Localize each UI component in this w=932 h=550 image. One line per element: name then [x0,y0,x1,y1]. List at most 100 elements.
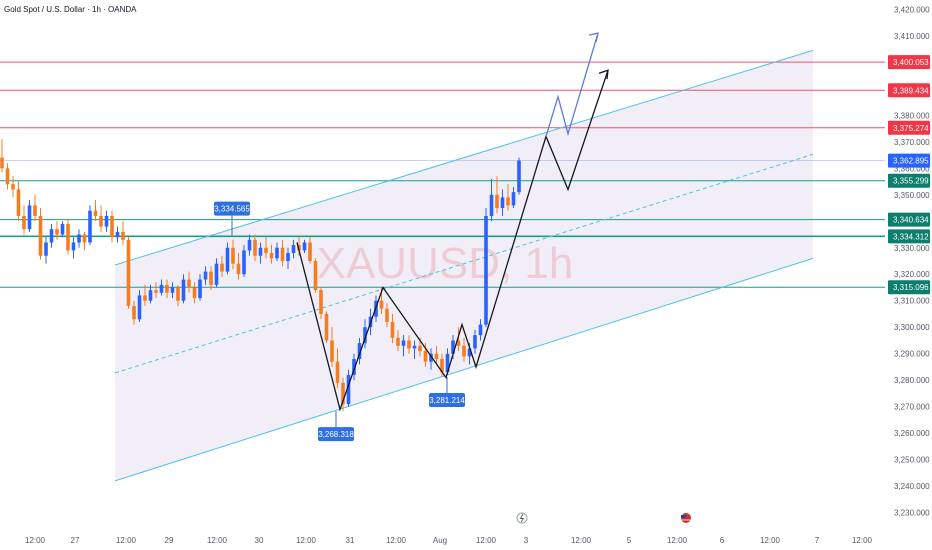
us-flag-icon-canton [681,515,686,518]
candle [456,327,461,352]
candle-body [357,343,362,360]
callout-box [429,393,465,408]
time-tick-label: 12:00 [25,536,46,545]
price-tick-label: 3,360.000 [894,164,930,173]
candle-body [225,247,230,272]
time-axis[interactable]: 12:00 27 12:00 29 12:00 30 12:00 31 12:00 Aug 12:0… [0,529,885,550]
price-callout: 3,281.214 [429,377,465,408]
candle-body [247,239,252,251]
candle-body [484,215,488,325]
price-badge-box [888,212,930,227]
candle [88,205,92,246]
candle-body [198,279,202,299]
price-tick-label: 3,420.000 [894,5,930,14]
candle-body [379,300,384,309]
candle-body [346,374,351,405]
candle [484,208,488,328]
price-badge-box [888,83,930,98]
candle [363,319,367,349]
price-badge-label: 3,375.274 [893,124,929,133]
candle [440,353,444,378]
price-tick-label: 3,280.000 [894,376,930,385]
candle [291,239,296,259]
candle-body [99,215,103,227]
candle-body [38,215,43,256]
time-tick-label: 12:00 [207,536,228,545]
candle [44,237,48,264]
candle [143,284,147,307]
candle [71,237,76,259]
candle-body [253,239,257,256]
candle-body [16,189,21,216]
candles-layer[interactable] [0,139,521,412]
price-tick-label: 3,250.000 [894,456,930,465]
candle-body [181,279,186,301]
candle [269,245,274,264]
price-tick-label: 3,410.000 [894,32,930,41]
candle-body [236,263,241,275]
candle [495,176,499,214]
candle [396,329,400,352]
candle-body [137,295,142,320]
price-tick-label: 3,350.000 [894,191,930,200]
candle-body [385,308,389,322]
candle [385,303,389,328]
candle [242,245,246,277]
candle-body [231,247,235,264]
candle-body [203,271,208,280]
candle-body [308,242,312,261]
candle [423,343,428,367]
candle [500,189,505,216]
time-axis-bg [0,529,885,550]
time-tick-label: 3 [524,536,529,545]
candle-body [88,210,92,243]
candle [225,242,230,275]
candle [517,157,521,195]
channel-mid-dashed-line [114,153,814,374]
candle [22,205,26,235]
candle-body [93,210,98,216]
price-badge-box [888,280,930,295]
candle-body [71,242,76,251]
callout-box [214,201,250,216]
candle-body [269,253,274,259]
price-axis-badge-red: 3,400.053 [888,55,930,70]
candle [126,237,131,309]
candle-body [418,345,422,352]
candle [407,335,411,354]
callout-label: 3,334.565 [214,205,250,214]
candle-body [33,205,37,216]
candle [434,345,439,365]
symbol-watermark: XAUUSD, 1h [317,239,574,288]
candle [390,313,395,344]
price-badge-box [888,153,930,168]
price-axis-badge-teal: 3,315.096 [888,280,930,295]
candle [429,348,433,370]
candle [335,348,340,389]
candle [115,226,120,243]
candle-body [429,353,433,362]
time-tick-label: 12:00 [852,536,873,545]
price-badge-label: 3,355.299 [893,177,929,186]
candle [330,327,334,367]
price-badge-box [888,173,930,188]
candle [203,266,208,285]
candle-body [319,290,323,314]
candle-body [506,197,510,206]
candle [176,284,180,307]
channel-fill-layer [115,50,813,481]
candle [478,319,483,341]
time-tick-label: 12:00 [296,536,317,545]
candle-body [280,247,285,261]
lightning-icon-circle [516,512,528,524]
price-badge-label: 3,315.096 [893,283,929,292]
candle-body [126,239,131,307]
candle [82,231,87,251]
candle [247,234,252,256]
event-icons-layer[interactable] [516,512,691,524]
price-axis[interactable]: 3,230.000 3,240.000 3,250.000 3,260.000 3,27… [885,0,932,550]
candle [489,178,494,222]
candle-body [0,157,4,169]
arrow-head-black [598,69,609,80]
